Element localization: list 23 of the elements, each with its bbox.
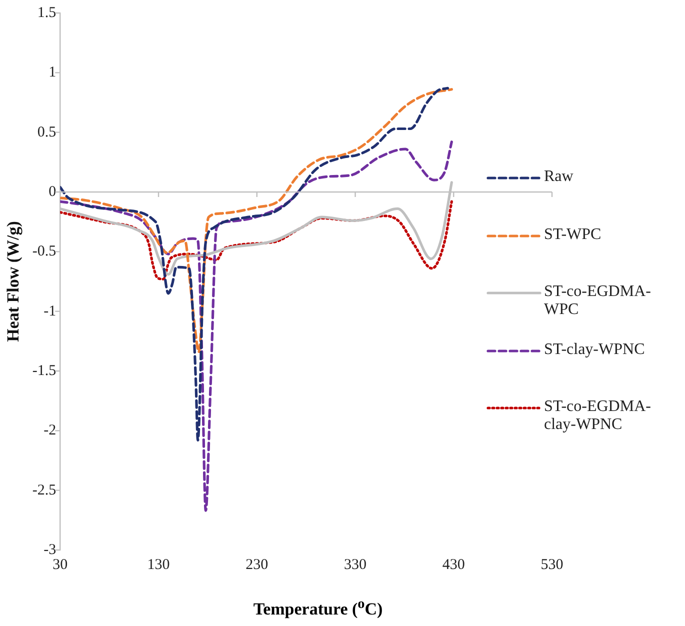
legend-label: ST-clay-WPNC bbox=[544, 340, 645, 358]
x-tick-label: 430 bbox=[442, 556, 465, 573]
y-tick-label: 0 bbox=[48, 184, 56, 200]
y-tick-label: -2 bbox=[44, 422, 56, 439]
x-tick-label: 130 bbox=[147, 556, 170, 573]
x-tick-label: 230 bbox=[246, 556, 268, 573]
y-tick-label: 1.5 bbox=[37, 4, 56, 21]
legend-label: Raw bbox=[544, 168, 574, 186]
y-tick-label: -0.5 bbox=[32, 244, 56, 260]
x-tick-label: 530 bbox=[540, 556, 564, 573]
y-tick-label: -2.5 bbox=[32, 482, 56, 498]
y-tick-label: 1 bbox=[48, 64, 56, 81]
x-tick-label: 330 bbox=[344, 556, 367, 573]
y-tick-label: -1 bbox=[44, 303, 56, 320]
legend-label: ST-co-EGDMA-WPC bbox=[544, 283, 652, 319]
x-axis-title: Temperature ($^{o}$C) bbox=[252, 596, 384, 620]
legend-label: ST-WPC bbox=[544, 226, 602, 244]
y-tick-label: -1.5 bbox=[32, 362, 56, 379]
y-axis-title: Heat Flow (W/g) bbox=[4, 221, 23, 342]
y-tick-label: 0.5 bbox=[37, 124, 56, 140]
y-tick-label: -3 bbox=[44, 542, 56, 558]
legend-label: ST-co-EGDMA-clay-WPNC bbox=[544, 398, 652, 434]
x-tick-label: 30 bbox=[52, 556, 68, 573]
